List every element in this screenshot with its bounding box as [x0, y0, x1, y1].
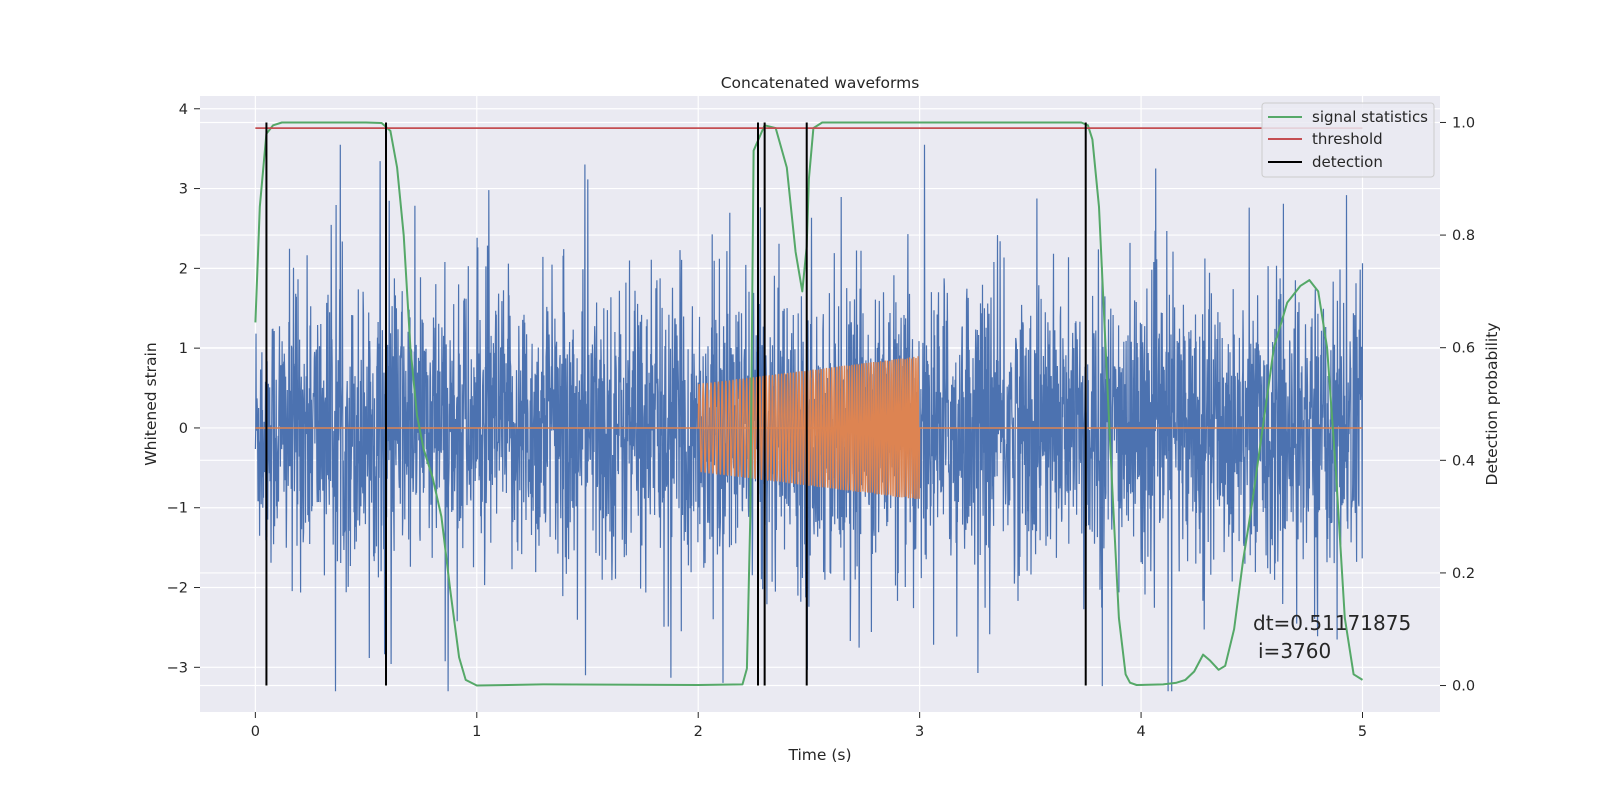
y2-tick-label: 0.2 [1452, 566, 1475, 582]
signal-statistics-series [254, 121, 1364, 687]
x-tick-label: 4 [1136, 724, 1145, 740]
annotation-index: i=3760 [1258, 639, 1331, 663]
legend-label-threshold: threshold [1312, 130, 1383, 148]
signal-statistics-line [254, 121, 1364, 687]
x-tick-label: 0 [251, 724, 260, 740]
x-tick-label: 1 [472, 724, 481, 740]
x-tick-label: 5 [1358, 724, 1367, 740]
y2-tick-label: 0.6 [1452, 341, 1475, 357]
axis-ticks: −3 −2 −1 0 1 2 3 4 0.0 0.2 0.4 0.6 0.8 1.0 0 1 2 3 4 5 [167, 102, 1475, 740]
detection-series [265, 122, 1087, 686]
strain-line [254, 144, 1364, 692]
y2-tick-label: 0.4 [1452, 453, 1475, 469]
injection-chirp [697, 356, 921, 500]
y-tick-label: −3 [167, 660, 188, 676]
y2-axis-label: Detection probability [1483, 323, 1501, 486]
y-tick-label: 4 [179, 102, 188, 118]
y2-tick-label: 0.8 [1452, 228, 1475, 244]
legend-label-signal-statistics: signal statistics [1312, 108, 1428, 126]
y-tick-label: 2 [179, 261, 188, 277]
strain-series [254, 144, 1364, 692]
legend: signal statistics threshold detection [1261, 102, 1435, 178]
annotation-dt: dt=0.51171875 [1253, 611, 1411, 635]
y-tick-label: −2 [167, 581, 188, 597]
y-tick-label: −1 [167, 501, 188, 517]
x-axis-label: Time (s) [787, 746, 851, 764]
legend-box [1261, 102, 1435, 178]
annotation: dt=0.51171875 i=3760 [1253, 611, 1411, 663]
y-tick-label: 3 [179, 182, 188, 198]
y-axis-label: Whitened strain [142, 342, 160, 465]
chart-title: Concatenated waveforms [721, 74, 920, 92]
y-tick-label: 1 [179, 341, 188, 357]
y2-tick-label: 0.0 [1452, 679, 1475, 695]
x-tick-label: 3 [915, 724, 924, 740]
legend-label-detection: detection [1312, 153, 1383, 171]
y2-tick-label: 1.0 [1452, 115, 1475, 131]
y-tick-label: 0 [179, 421, 188, 437]
x-tick-label: 2 [694, 724, 703, 740]
injection-series [255, 356, 1363, 500]
